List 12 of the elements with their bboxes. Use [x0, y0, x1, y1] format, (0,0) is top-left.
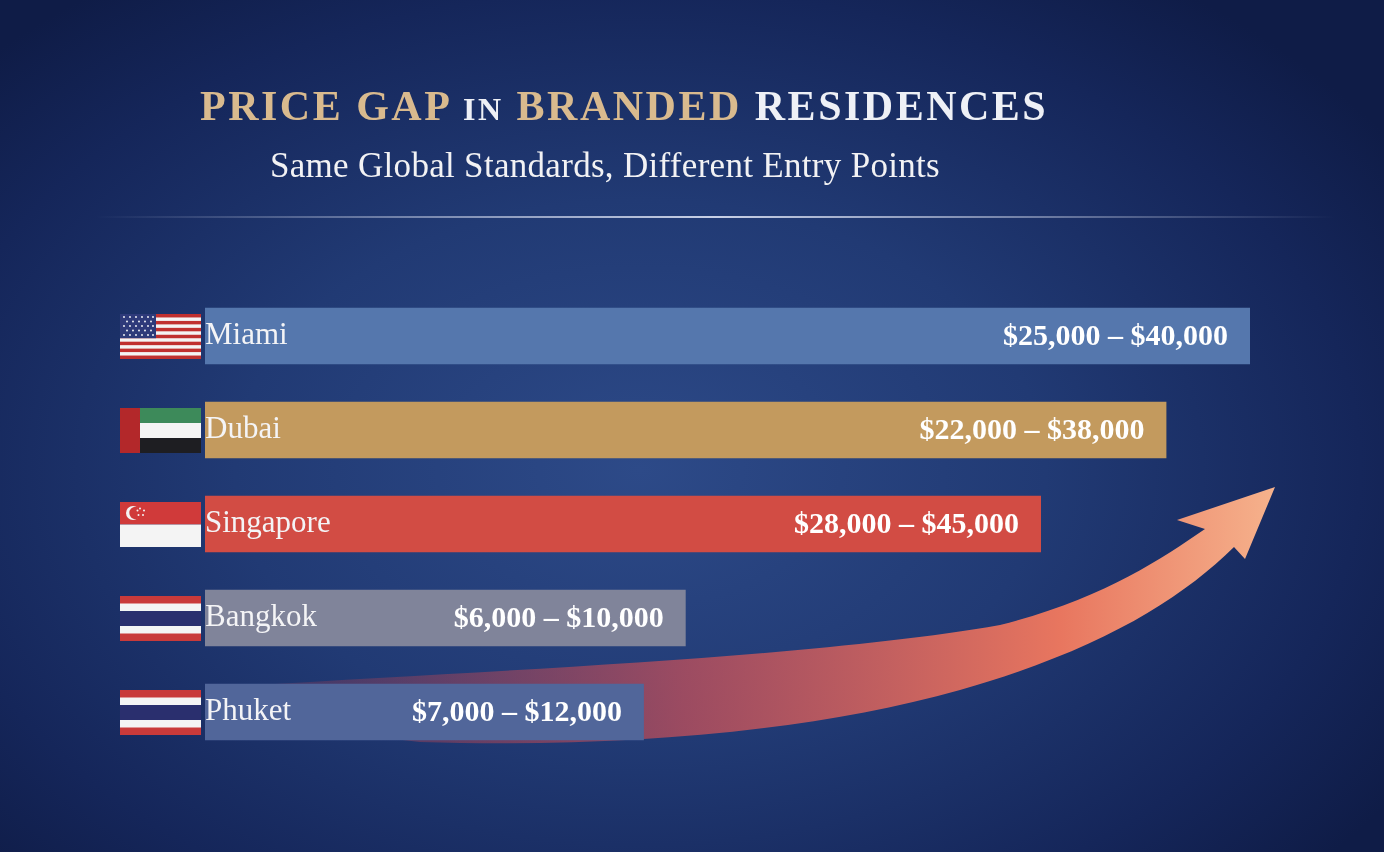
y-tick-label: Dubai — [205, 410, 282, 446]
chart-subtitle: Same Global Standards, Different Entry Points — [270, 145, 940, 187]
annotation: $22,000 – $38,000 — [919, 411, 1145, 445]
y-tick-label: Phuket — [205, 692, 292, 728]
annotation: $6,000 – $10,000 — [453, 599, 664, 633]
annotation: $28,000 – $45,000 — [794, 505, 1019, 539]
chart-title: PRICE GAP IN BRANDED RESIDENCES — [200, 83, 1049, 129]
annotation: $7,000 – $12,000 — [411, 693, 622, 727]
y-tick-label: Miami — [205, 316, 289, 352]
y-tick-label: Singapore — [205, 504, 331, 540]
y-tick-label: Bangkok — [205, 598, 318, 634]
annotation: $25,000 – $40,000 — [1003, 317, 1228, 351]
